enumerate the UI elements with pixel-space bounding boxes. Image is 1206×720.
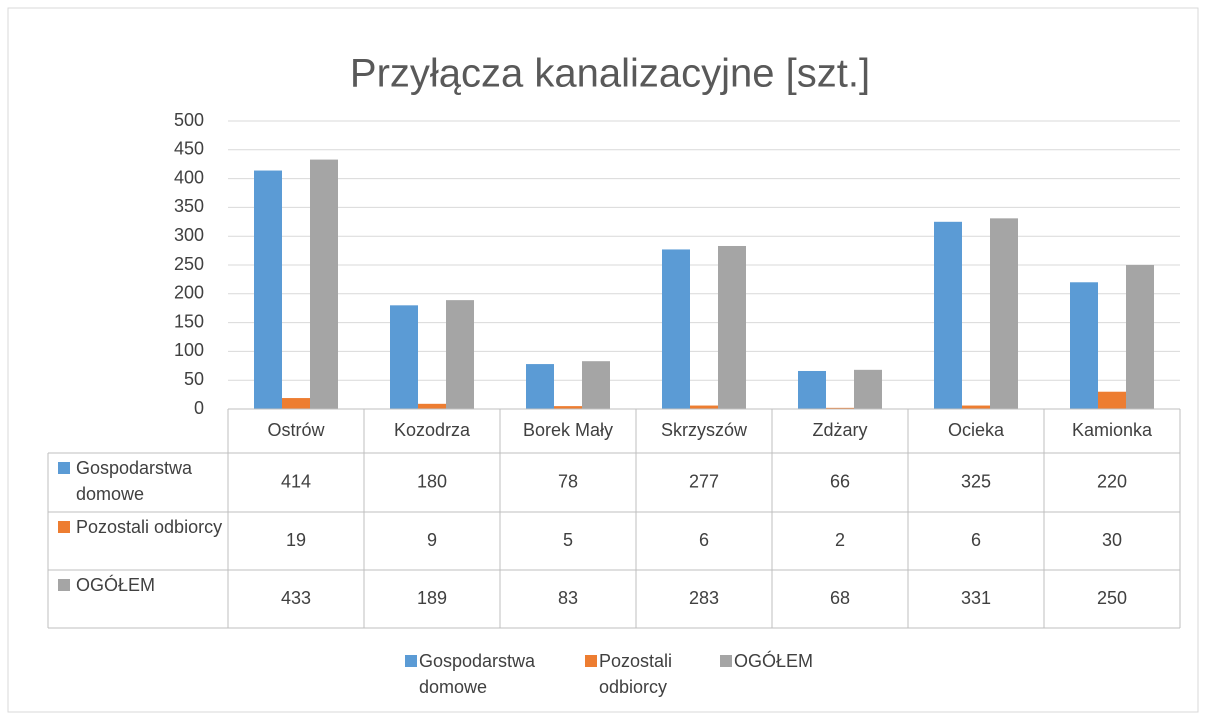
- bar: [990, 218, 1018, 409]
- table-value: 189: [417, 588, 447, 608]
- y-tick-label: 100: [174, 340, 204, 360]
- bar: [690, 405, 718, 409]
- table-value: 6: [971, 530, 981, 550]
- y-tick-label: 200: [174, 283, 204, 303]
- bar: [718, 245, 746, 409]
- bar: [418, 403, 446, 409]
- bar: [934, 221, 962, 409]
- y-tick-label: 450: [174, 139, 204, 159]
- x-tick-label: Kozodrza: [394, 420, 471, 440]
- table-row-label: OGÓŁEM: [76, 575, 156, 595]
- bar: [282, 398, 310, 409]
- table-value: 66: [830, 471, 850, 491]
- bar: [826, 407, 854, 409]
- table-legend-key: [58, 521, 70, 533]
- table-value: 68: [830, 588, 850, 608]
- table-value: 220: [1097, 471, 1127, 491]
- bar: [1126, 265, 1154, 409]
- bar: [310, 159, 338, 409]
- bar: [798, 370, 826, 409]
- x-tick-label: Ostrów: [267, 420, 325, 440]
- x-tick-label: Borek Mały: [523, 420, 613, 440]
- x-tick-label: Skrzyszów: [661, 420, 748, 440]
- table-value: 180: [417, 471, 447, 491]
- y-tick-label: 250: [174, 254, 204, 274]
- table-value: 19: [286, 530, 306, 550]
- table-value: 331: [961, 588, 991, 608]
- y-tick-label: 150: [174, 311, 204, 331]
- bar: [526, 364, 554, 409]
- chart-title: Przyłącza kanalizacyjne [szt.]: [350, 52, 870, 96]
- bar: [1098, 391, 1126, 409]
- table-value: 5: [563, 530, 573, 550]
- x-tick-label: Ocieka: [948, 420, 1005, 440]
- legend-key: [405, 655, 417, 667]
- table-value: 83: [558, 588, 578, 608]
- table-legend-key: [58, 579, 70, 591]
- table-value: 433: [281, 588, 311, 608]
- y-tick-label: 350: [174, 196, 204, 216]
- x-tick-label: Zdżary: [812, 420, 867, 440]
- table-value: 30: [1102, 530, 1122, 550]
- legend-label: Gospodarstwa domowe: [419, 651, 536, 697]
- bar: [554, 406, 582, 409]
- table-value: 9: [427, 530, 437, 550]
- bar: [854, 369, 882, 409]
- bar: [254, 170, 282, 409]
- table-legend-key: [58, 462, 70, 474]
- bar: [390, 305, 418, 409]
- bar: [1070, 282, 1098, 409]
- bar: [582, 361, 610, 409]
- table-value: 2: [835, 530, 845, 550]
- y-tick-label: 0: [194, 398, 204, 418]
- y-tick-label: 400: [174, 167, 204, 187]
- table-value: 283: [689, 588, 719, 608]
- table-value: 6: [699, 530, 709, 550]
- table-value: 250: [1097, 588, 1127, 608]
- table-row-label: Gospodarstwa domowe: [76, 458, 193, 504]
- table-value: 325: [961, 471, 991, 491]
- legend-key: [720, 655, 732, 667]
- bar: [962, 405, 990, 409]
- x-tick-label: Kamionka: [1072, 420, 1153, 440]
- legend-label: Pozostali odbiorcy: [599, 651, 673, 697]
- table-value: 414: [281, 471, 311, 491]
- table-row-label: Pozostali odbiorcy: [76, 517, 223, 537]
- y-tick-label: 300: [174, 225, 204, 245]
- table-value: 78: [558, 471, 578, 491]
- bar: [662, 249, 690, 409]
- table-value: 277: [689, 471, 719, 491]
- y-tick-label: 50: [184, 369, 204, 389]
- y-tick-label: 500: [174, 110, 204, 130]
- bar: [446, 300, 474, 409]
- legend-key: [585, 655, 597, 667]
- legend-label: OGÓŁEM: [734, 651, 814, 671]
